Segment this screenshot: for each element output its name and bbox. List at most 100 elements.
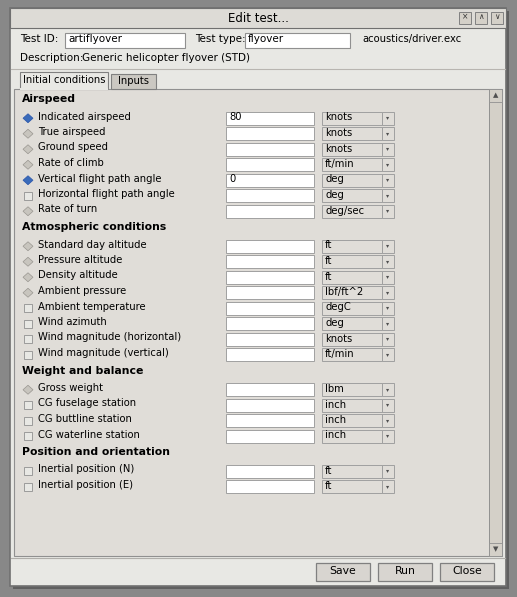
Bar bbox=[226, 158, 314, 171]
Bar bbox=[322, 143, 382, 155]
Bar bbox=[226, 112, 314, 125]
Text: ▾: ▾ bbox=[386, 352, 390, 357]
Bar bbox=[378, 563, 432, 581]
Text: Generic helicopter flyover (STD): Generic helicopter flyover (STD) bbox=[82, 53, 250, 63]
Text: ft/min: ft/min bbox=[325, 159, 355, 169]
Bar bbox=[245, 33, 350, 48]
Bar bbox=[322, 348, 382, 361]
Bar bbox=[226, 301, 314, 315]
Bar bbox=[382, 286, 394, 299]
Text: Gross weight: Gross weight bbox=[38, 383, 103, 393]
Text: Rate of turn: Rate of turn bbox=[38, 205, 97, 214]
Text: ▾: ▾ bbox=[386, 146, 390, 152]
Bar bbox=[24, 351, 32, 359]
Text: ft/min: ft/min bbox=[325, 349, 355, 359]
Text: 0: 0 bbox=[229, 174, 235, 184]
Bar bbox=[322, 399, 382, 411]
Bar bbox=[322, 464, 382, 478]
Bar bbox=[322, 286, 382, 299]
Text: knots: knots bbox=[325, 128, 352, 138]
Text: deg: deg bbox=[325, 174, 344, 184]
Text: ▾: ▾ bbox=[386, 162, 390, 167]
Text: ▾: ▾ bbox=[386, 193, 390, 198]
Bar bbox=[382, 383, 394, 396]
Bar bbox=[382, 158, 394, 171]
Text: inch: inch bbox=[325, 399, 346, 410]
Bar bbox=[322, 205, 382, 217]
Text: ft: ft bbox=[325, 481, 332, 491]
Bar bbox=[322, 239, 382, 253]
Text: ▾: ▾ bbox=[386, 418, 390, 423]
Bar bbox=[382, 480, 394, 493]
Text: deg: deg bbox=[325, 190, 344, 200]
Text: Horizontal flight path angle: Horizontal flight path angle bbox=[38, 189, 175, 199]
Bar bbox=[322, 158, 382, 171]
Text: ▾: ▾ bbox=[386, 433, 390, 439]
Text: Atmospheric conditions: Atmospheric conditions bbox=[22, 222, 166, 232]
Text: ∨: ∨ bbox=[494, 12, 500, 21]
Text: Vertical flight path angle: Vertical flight path angle bbox=[38, 174, 161, 183]
Text: ▾: ▾ bbox=[386, 131, 390, 136]
Bar bbox=[226, 174, 314, 186]
Text: Inertial position (E): Inertial position (E) bbox=[38, 480, 133, 490]
Bar bbox=[226, 286, 314, 299]
Polygon shape bbox=[23, 385, 33, 394]
Polygon shape bbox=[23, 288, 33, 297]
Bar bbox=[226, 429, 314, 442]
Polygon shape bbox=[23, 160, 33, 170]
Bar bbox=[382, 255, 394, 268]
Text: Ground speed: Ground speed bbox=[38, 143, 108, 152]
Text: lbf/ft^2: lbf/ft^2 bbox=[325, 287, 363, 297]
Text: ∧: ∧ bbox=[478, 12, 484, 21]
Text: Ambient temperature: Ambient temperature bbox=[38, 301, 146, 312]
Bar bbox=[322, 255, 382, 268]
Bar bbox=[382, 205, 394, 217]
Bar bbox=[322, 383, 382, 396]
Text: Inertial position (N): Inertial position (N) bbox=[38, 464, 134, 475]
Text: CG waterline station: CG waterline station bbox=[38, 429, 140, 439]
Bar bbox=[322, 414, 382, 427]
Bar bbox=[382, 333, 394, 346]
Bar bbox=[24, 401, 32, 410]
Bar bbox=[489, 543, 502, 556]
Bar bbox=[459, 12, 471, 24]
Bar bbox=[322, 480, 382, 493]
Text: Initial conditions: Initial conditions bbox=[23, 75, 105, 85]
Text: ▾: ▾ bbox=[386, 469, 390, 473]
Bar bbox=[382, 348, 394, 361]
Text: ▾: ▾ bbox=[386, 244, 390, 248]
Bar bbox=[322, 317, 382, 330]
Text: deg/sec: deg/sec bbox=[325, 205, 364, 216]
Text: artiflyover: artiflyover bbox=[68, 34, 122, 44]
Bar bbox=[440, 563, 494, 581]
Text: Wind azimuth: Wind azimuth bbox=[38, 317, 107, 327]
Polygon shape bbox=[23, 242, 33, 251]
Text: ▲: ▲ bbox=[493, 93, 498, 99]
Bar bbox=[24, 432, 32, 440]
Bar bbox=[226, 464, 314, 478]
Text: Description:: Description: bbox=[20, 53, 83, 63]
Bar bbox=[226, 255, 314, 268]
Text: ▾: ▾ bbox=[386, 177, 390, 183]
Bar bbox=[226, 143, 314, 155]
Text: Edit test...: Edit test... bbox=[227, 12, 288, 25]
Bar bbox=[475, 12, 487, 24]
Bar bbox=[226, 348, 314, 361]
Bar bbox=[322, 333, 382, 346]
Bar bbox=[10, 8, 506, 28]
Text: flyover: flyover bbox=[248, 34, 284, 44]
Text: Run: Run bbox=[394, 566, 416, 576]
Bar bbox=[226, 383, 314, 396]
Text: ▾: ▾ bbox=[386, 321, 390, 326]
Bar bbox=[24, 467, 32, 475]
Text: Standard day altitude: Standard day altitude bbox=[38, 239, 147, 250]
Text: 80: 80 bbox=[229, 112, 241, 122]
Bar bbox=[24, 320, 32, 328]
Text: Ambient pressure: Ambient pressure bbox=[38, 286, 126, 296]
Bar bbox=[382, 414, 394, 427]
Text: Pressure altitude: Pressure altitude bbox=[38, 255, 123, 265]
Text: Wind magnitude (vertical): Wind magnitude (vertical) bbox=[38, 348, 169, 358]
Bar bbox=[65, 33, 185, 48]
Polygon shape bbox=[23, 144, 33, 154]
Bar bbox=[24, 336, 32, 343]
